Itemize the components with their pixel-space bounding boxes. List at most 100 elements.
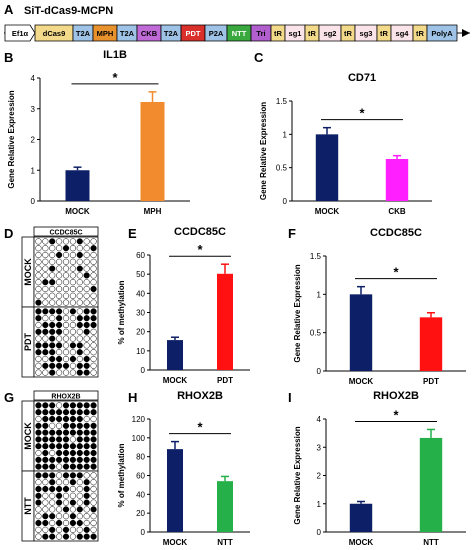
unmethylated-cpg bbox=[62, 355, 70, 363]
methylated-cpg bbox=[76, 429, 83, 436]
unmethylated-cpg bbox=[90, 492, 97, 499]
methylated-cpg bbox=[90, 533, 97, 540]
methylated-cpg bbox=[83, 463, 90, 470]
unmethylated-cpg bbox=[62, 479, 70, 486]
methylated-cpg bbox=[49, 513, 56, 520]
unmethylated-cpg bbox=[35, 506, 42, 513]
y-tick-label: 20 bbox=[136, 509, 145, 518]
methylated-cpg bbox=[49, 409, 56, 416]
methylation-group-label: PDT bbox=[23, 332, 33, 351]
unmethylated-cpg bbox=[83, 415, 90, 423]
methylation-header-box bbox=[33, 226, 99, 237]
unmethylated-cpg bbox=[83, 258, 90, 265]
unmethylated-cpg bbox=[49, 499, 56, 506]
unmethylated-cpg bbox=[49, 315, 56, 322]
unmethylated-cpg bbox=[90, 258, 97, 265]
methylated-cpg bbox=[49, 342, 56, 349]
unmethylated-cpg bbox=[90, 265, 97, 272]
methylated-cpg bbox=[35, 422, 42, 429]
significance-marker: * bbox=[197, 242, 203, 257]
methylated-cpg bbox=[35, 402, 42, 409]
methylated-cpg bbox=[83, 362, 90, 369]
unmethylated-cpg bbox=[35, 415, 42, 423]
methylated-cpg bbox=[56, 499, 63, 506]
unmethylated-cpg bbox=[42, 272, 49, 279]
construct-segment-label: sg1 bbox=[289, 29, 302, 38]
methylated-cpg bbox=[69, 519, 76, 527]
panel-label-a: A bbox=[4, 2, 14, 17]
unmethylated-cpg bbox=[69, 238, 76, 245]
methylated-cpg bbox=[62, 463, 70, 470]
chart-panel-e: E CCDC85C 0 10 20 30 40 50 60 % of methylation MOC… bbox=[117, 226, 250, 385]
unmethylated-cpg bbox=[69, 285, 76, 293]
y-tick-label: 0 bbox=[283, 197, 288, 206]
significance-marker: * bbox=[359, 106, 365, 121]
unmethylated-cpg bbox=[62, 292, 70, 299]
unmethylated-cpg bbox=[76, 355, 83, 363]
y-tick-label: 1.5 bbox=[276, 97, 288, 106]
unmethylated-cpg bbox=[76, 258, 83, 265]
methylated-cpg bbox=[42, 349, 49, 356]
unmethylated-cpg bbox=[69, 533, 76, 540]
unmethylated-cpg bbox=[56, 299, 63, 306]
methylated-cpg bbox=[76, 362, 83, 369]
methylation-group-label: MOCK bbox=[23, 258, 33, 286]
methylated-cpg bbox=[35, 519, 42, 527]
y-tick-label: 80 bbox=[136, 453, 145, 462]
unmethylated-cpg bbox=[90, 238, 97, 245]
panel-label: C bbox=[254, 50, 264, 65]
methylated-cpg bbox=[35, 443, 42, 450]
unmethylated-cpg bbox=[83, 342, 90, 349]
unmethylated-cpg bbox=[62, 265, 70, 272]
methylated-cpg bbox=[49, 526, 56, 533]
methylated-cpg bbox=[76, 436, 83, 443]
unmethylated-cpg bbox=[76, 272, 83, 279]
methylated-cpg bbox=[83, 422, 90, 429]
methylated-cpg bbox=[90, 402, 97, 409]
methylated-cpg bbox=[35, 342, 42, 349]
methylated-cpg bbox=[42, 533, 49, 540]
methylated-cpg bbox=[69, 456, 76, 463]
methylated-cpg bbox=[90, 456, 97, 463]
y-tick-label: 3 bbox=[31, 105, 36, 114]
unmethylated-cpg bbox=[62, 251, 70, 259]
construct-title: SiT-dCas9-MCPN bbox=[24, 5, 113, 17]
unmethylated-cpg bbox=[90, 279, 97, 286]
unmethylated-cpg bbox=[69, 485, 76, 493]
methylated-cpg bbox=[76, 519, 83, 527]
unmethylated-cpg bbox=[90, 485, 97, 493]
methylated-cpg bbox=[56, 485, 63, 493]
methylated-cpg bbox=[76, 349, 83, 356]
methylated-cpg bbox=[69, 449, 76, 457]
unmethylated-cpg bbox=[90, 335, 97, 342]
unmethylated-cpg bbox=[35, 355, 42, 363]
unmethylated-cpg bbox=[35, 533, 42, 540]
unmethylated-cpg bbox=[49, 492, 56, 499]
unmethylated-cpg bbox=[62, 285, 70, 293]
unmethylated-cpg bbox=[49, 449, 56, 457]
construct-segment-label: CKB bbox=[141, 29, 158, 38]
unmethylated-cpg bbox=[35, 479, 42, 486]
unmethylated-cpg bbox=[76, 499, 83, 506]
y-axis-label: Gene Relative Expression bbox=[259, 102, 268, 200]
bar bbox=[419, 317, 443, 371]
unmethylated-cpg bbox=[83, 251, 90, 259]
unmethylated-cpg bbox=[35, 238, 42, 245]
y-tick-label: 1 bbox=[31, 166, 36, 175]
methylated-cpg bbox=[76, 443, 83, 450]
methylated-cpg bbox=[76, 369, 83, 376]
methylated-cpg bbox=[56, 251, 63, 259]
methylated-cpg bbox=[49, 279, 56, 286]
y-tick-label: 40 bbox=[136, 289, 145, 298]
methylated-cpg bbox=[56, 308, 63, 315]
methylated-cpg bbox=[90, 308, 97, 315]
unmethylated-cpg bbox=[90, 499, 97, 506]
construct-segment-label: MPH bbox=[97, 29, 114, 38]
unmethylated-cpg bbox=[90, 328, 97, 335]
unmethylated-cpg bbox=[56, 369, 63, 376]
methylated-cpg bbox=[49, 355, 56, 363]
methylated-cpg bbox=[76, 265, 83, 272]
unmethylated-cpg bbox=[35, 449, 42, 457]
x-tick-label: NTT bbox=[217, 538, 233, 547]
methylated-cpg bbox=[90, 321, 97, 329]
